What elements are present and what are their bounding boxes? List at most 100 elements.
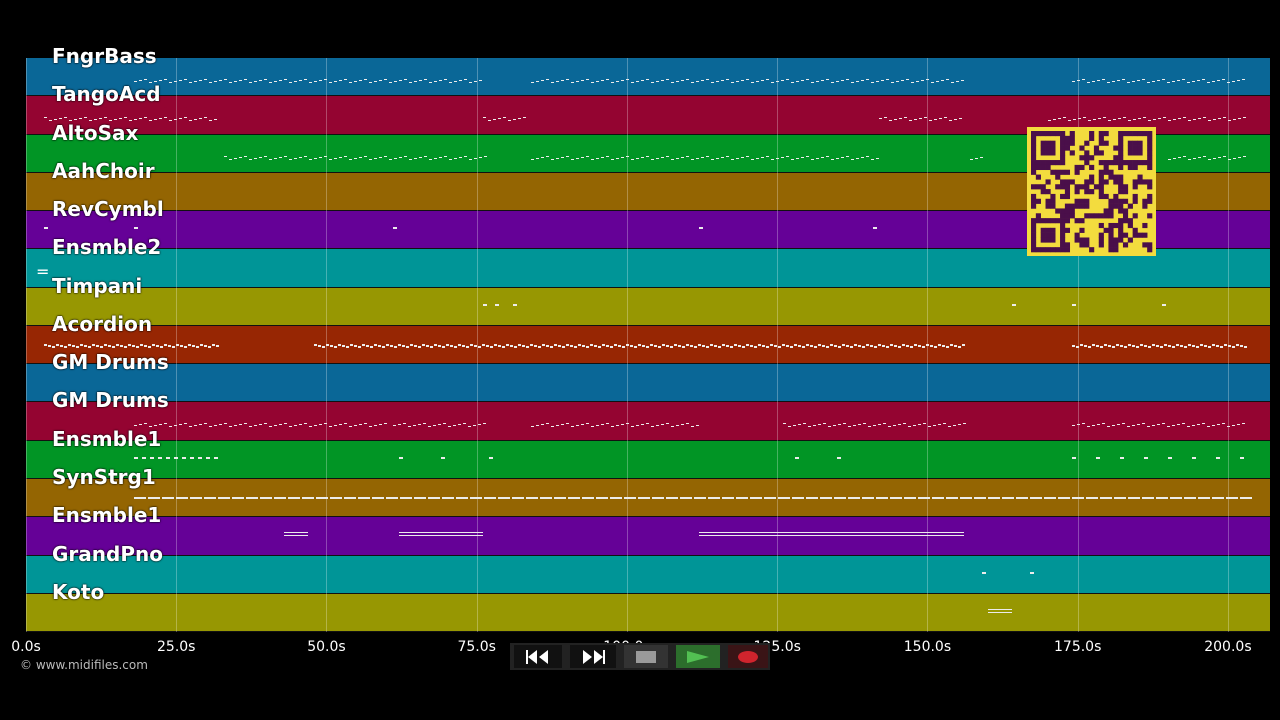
midi-note (1156, 80, 1160, 81)
midi-note (152, 343, 156, 346)
midi-note (783, 423, 787, 425)
midi-note (144, 79, 148, 80)
midi-note (434, 157, 438, 159)
midi-note (1221, 79, 1225, 80)
midi-note (550, 345, 554, 348)
midi-note (514, 345, 518, 348)
midi-note (418, 345, 422, 348)
midi-note (830, 158, 834, 160)
midi-note (946, 496, 959, 499)
midi-note (324, 423, 328, 425)
midi-note (299, 156, 303, 158)
midi-note (169, 426, 173, 428)
midi-note (244, 79, 248, 80)
fast-forward-button[interactable] (570, 645, 616, 668)
midi-note (80, 343, 84, 346)
midi-note (1107, 120, 1111, 122)
track-lane (26, 517, 1270, 556)
midi-note (765, 79, 769, 80)
midi-note (670, 426, 674, 428)
midi-note (1127, 343, 1131, 346)
midi-note (720, 80, 724, 81)
midi-note (835, 81, 839, 82)
midi-note (1016, 496, 1029, 499)
midi-note (858, 344, 862, 347)
midi-note (406, 345, 410, 348)
midi-note (1081, 79, 1085, 80)
midi-note (179, 118, 183, 120)
midi-note (299, 80, 303, 81)
midi-note (174, 119, 178, 121)
play-button[interactable] (676, 645, 720, 668)
midi-note (1242, 117, 1246, 119)
midi-note (875, 157, 879, 159)
midi-note (699, 532, 964, 534)
midi-note (655, 157, 659, 159)
midi-note (419, 80, 423, 81)
midi-note (459, 156, 463, 158)
midi-note (535, 81, 539, 82)
midi-note (738, 344, 742, 347)
midi-note (650, 158, 654, 160)
midi-note (1095, 456, 1100, 459)
midi-note (442, 345, 446, 348)
track-name: Ensmble1 (52, 426, 162, 451)
midi-note (835, 157, 839, 159)
midi-note (754, 345, 758, 348)
midi-note (148, 496, 161, 499)
record-button[interactable] (728, 645, 768, 668)
midi-note (450, 344, 454, 347)
midi-note (904, 117, 908, 119)
midi-note (834, 344, 838, 347)
midi-note (843, 423, 847, 425)
midi-note (512, 119, 516, 121)
midi-note (782, 343, 786, 346)
midi-note (204, 117, 208, 119)
midi-note (780, 156, 784, 158)
midi-note (770, 343, 774, 346)
midi-note (1101, 423, 1105, 425)
midi-note (535, 157, 539, 159)
midi-note (650, 426, 654, 428)
midi-note (1156, 424, 1160, 426)
midi-note (1203, 344, 1207, 347)
midi-note (530, 82, 534, 83)
midi-note (44, 343, 48, 346)
midi-note (705, 155, 709, 157)
midi-note (854, 343, 858, 346)
midi-note (284, 79, 288, 80)
midi-note (645, 423, 649, 425)
midi-note (470, 496, 483, 499)
midi-note (1071, 344, 1075, 347)
midi-note (1172, 157, 1176, 159)
rewind-button[interactable] (514, 645, 562, 668)
midi-note (1177, 156, 1181, 158)
midi-note (1166, 426, 1170, 428)
midi-note (314, 81, 318, 82)
midi-note (269, 82, 273, 83)
midi-note (695, 157, 699, 159)
midi-note (209, 120, 213, 122)
midi-note (116, 343, 120, 346)
midi-note (1191, 456, 1196, 459)
stop-button[interactable] (624, 645, 668, 668)
midi-note (456, 496, 469, 499)
midi-note (900, 80, 904, 81)
midi-note (1186, 82, 1190, 83)
midi-note (259, 156, 263, 158)
midi-note (910, 82, 914, 83)
midi-note (208, 345, 212, 348)
track-name: Acordion (52, 311, 153, 336)
midi-note (334, 81, 338, 82)
midi-note (386, 343, 390, 346)
midi-note (1107, 344, 1111, 347)
midi-note (806, 496, 819, 499)
midi-note (1091, 81, 1095, 82)
midi-note (1143, 456, 1148, 459)
midi-note (635, 157, 639, 159)
midi-note (1227, 344, 1231, 347)
midi-note (159, 424, 163, 426)
midi-note (1241, 79, 1245, 80)
midi-note (497, 118, 501, 120)
midi-note (595, 157, 599, 159)
